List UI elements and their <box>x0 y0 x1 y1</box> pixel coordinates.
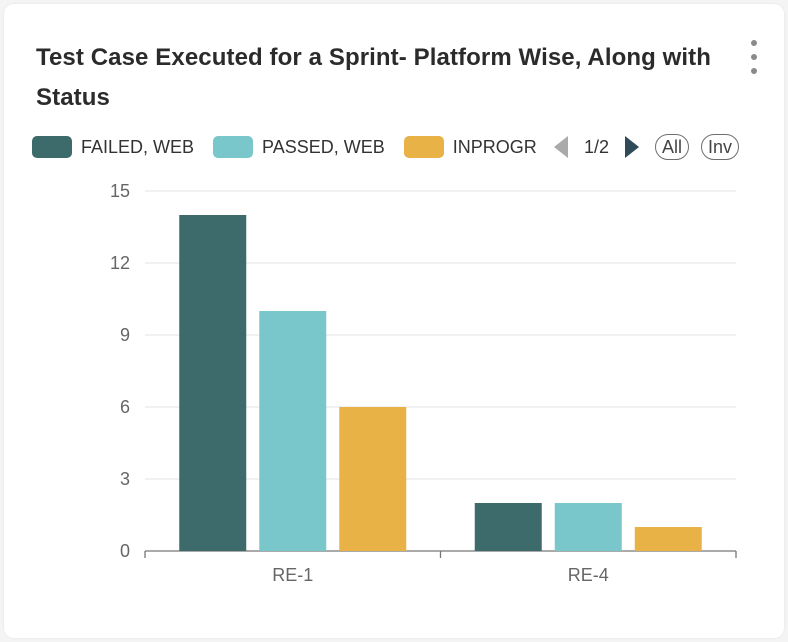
legend-page-number: 1/2 <box>584 136 610 157</box>
legend-label: PASSED, WEB <box>262 136 385 157</box>
legend-label: INPROGRESS, WEB <box>452 136 537 157</box>
legend-swatch <box>403 136 444 158</box>
legend-swatch <box>32 136 72 158</box>
legend-items: FAILED, WEB PASSED, WEB INPROGRESS, WEB <box>32 136 537 158</box>
legend-item-failed-web[interactable]: FAILED, WEB <box>32 136 194 158</box>
next-page-icon[interactable] <box>625 136 640 158</box>
y-tick-label: 9 <box>120 325 130 345</box>
menu-dot <box>751 68 757 74</box>
x-tick-label: RE-1 <box>272 565 313 585</box>
menu-dot <box>751 40 757 46</box>
chart-title: Test Case Executed for a Sprint- Platfor… <box>36 44 712 111</box>
bar-re-1-series-1 <box>259 311 327 551</box>
y-tick-label: 0 <box>120 541 130 561</box>
legend-item-inprogress-web[interactable]: INPROGRESS, WEB <box>403 136 537 158</box>
bar-re-4-series-1 <box>554 503 622 551</box>
legend-item-passed-web[interactable]: PASSED, WEB <box>213 136 385 158</box>
bar-re-1-series-2 <box>339 407 407 551</box>
bar-re-4-series-2 <box>634 527 702 551</box>
y-tick-label: 3 <box>120 469 130 489</box>
bars <box>179 215 702 551</box>
y-tick-label: 15 <box>110 181 130 201</box>
bar-re-1-series-0 <box>179 215 247 551</box>
y-tick-label: 12 <box>110 253 130 273</box>
more-options-icon[interactable] <box>744 40 764 74</box>
previous-page-icon[interactable] <box>554 136 568 158</box>
legend-label: FAILED, WEB <box>81 136 195 157</box>
bar-re-4-series-0 <box>474 503 542 551</box>
invert-selection-button[interactable]: Inv <box>701 134 740 160</box>
chart-legend: FAILED, WEB PASSED, WEB INPROGRESS, WEB … <box>32 132 767 162</box>
x-tick-label: RE-4 <box>568 565 609 585</box>
menu-dot <box>751 54 757 60</box>
legend-pager: 1/2 All Inv <box>554 134 740 160</box>
y-tick-label: 6 <box>120 397 130 417</box>
legend-swatch <box>213 136 254 158</box>
select-all-button[interactable]: All <box>655 134 690 160</box>
